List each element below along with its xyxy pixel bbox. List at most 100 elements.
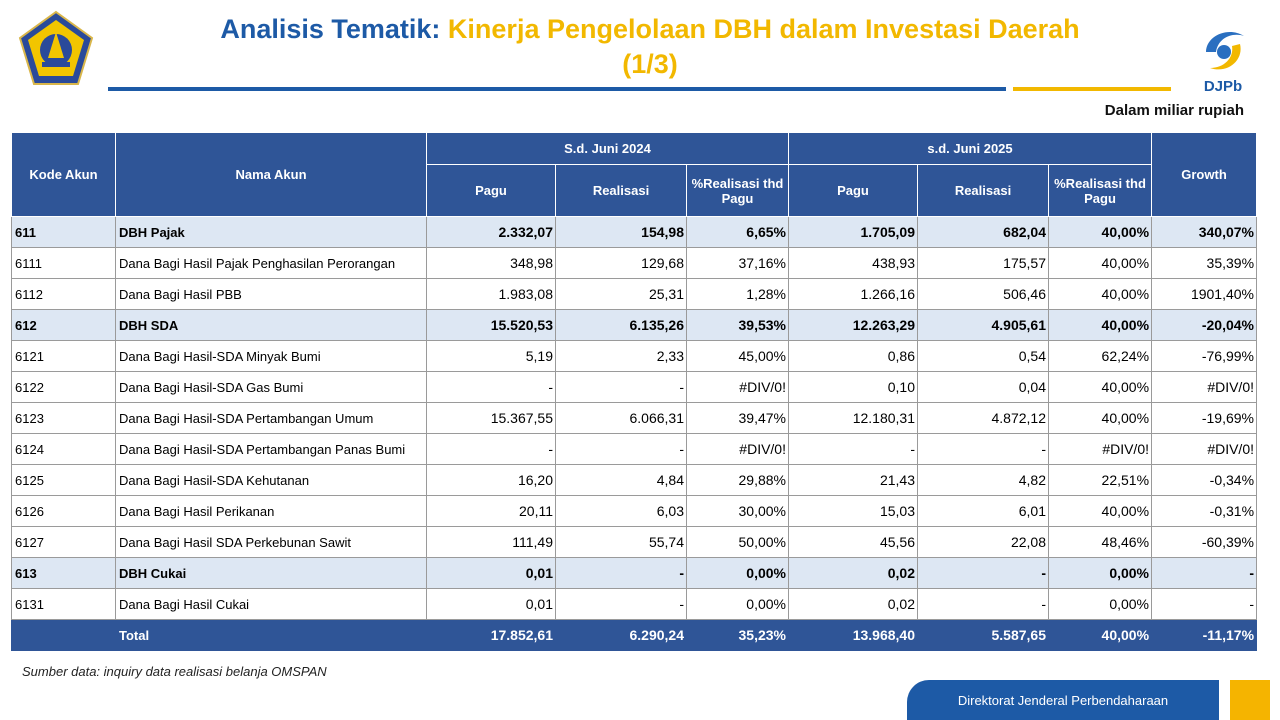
header-realisasi: Realisasi [555, 164, 687, 217]
dbh-table: Kode Akun Nama Akun S.d. Juni 2024 s.d. … [11, 132, 1258, 651]
cell-nama: DBH Pajak [115, 216, 427, 248]
cell-pagu-2024: - [426, 371, 556, 403]
cell-pct-2024: 29,88% [686, 464, 789, 496]
cell-growth: -76,99% [1151, 340, 1258, 372]
cell-nama: Total [115, 619, 427, 651]
header-period-2024: S.d. Juni 2024 [426, 132, 789, 165]
header-pct-realisasi: %Realisasi thd Pagu [686, 164, 789, 217]
cell-nama: Dana Bagi Hasil Perikanan [115, 495, 427, 527]
cell-nama: Dana Bagi Hasil-SDA Pertambangan Umum [115, 402, 427, 434]
cell-realisasi-2024: 6.290,24 [555, 619, 687, 651]
cell-nama: Dana Bagi Hasil Cukai [115, 588, 427, 620]
cell-pagu-2025: 438,93 [788, 247, 918, 279]
cell-pagu-2025: 15,03 [788, 495, 918, 527]
cell-growth: 340,07% [1151, 216, 1258, 248]
cell-realisasi-2025: - [917, 557, 1049, 589]
footer-accent [1230, 680, 1270, 720]
cell-nama: Dana Bagi Hasil-SDA Pertambangan Panas B… [115, 433, 427, 465]
cell-pct-2025: 40,00% [1047, 495, 1153, 527]
cell-pct-2024: 0,00% [686, 557, 789, 589]
cell-pct-2025: 40,00% [1047, 216, 1153, 248]
cell-pagu-2025: 1.705,09 [788, 216, 918, 248]
cell-realisasi-2024: 55,74 [555, 526, 687, 558]
cell-pagu-2025: 0,86 [788, 340, 918, 372]
table-row: 6121 Dana Bagi Hasil-SDA Minyak Bumi 5,19 2… [11, 340, 1258, 372]
cell-pagu-2025: 0,10 [788, 371, 918, 403]
cell-pagu-2024: - [426, 433, 556, 465]
table-row: 6122 Dana Bagi Hasil-SDA Gas Bumi - - #DIV/0… [11, 371, 1258, 403]
djpb-logo-text: DJPb [1204, 78, 1242, 95]
cell-realisasi-2024: - [555, 433, 687, 465]
table-row: 6123 Dana Bagi Hasil-SDA Pertambangan Umu… [11, 402, 1258, 434]
cell-realisasi-2024: 6.135,26 [555, 309, 687, 341]
cell-realisasi-2025: 5.587,65 [917, 619, 1049, 651]
cell-realisasi-2025: 6,01 [917, 495, 1049, 527]
table-row: 6131 Dana Bagi Hasil Cukai 0,01-0,00% 0,02-… [11, 588, 1258, 620]
cell-realisasi-2025: - [917, 588, 1049, 620]
cell-realisasi-2025: 0,54 [917, 340, 1049, 372]
cell-pct-2024: 30,00% [686, 495, 789, 527]
cell-kode: 611 [11, 216, 116, 248]
cell-kode: 6126 [11, 495, 116, 527]
header-period-2025: s.d. Juni 2025 [787, 132, 1153, 165]
header-pagu: Pagu [426, 164, 556, 217]
cell-realisasi-2025: 175,57 [917, 247, 1049, 279]
cell-kode: 6111 [11, 247, 116, 279]
cell-pagu-2024: 15.367,55 [426, 402, 556, 434]
group-row: 612 DBH SDA 15.520,53 6.135,26 39,53% 12.263,… [11, 309, 1258, 341]
table-row: 6124 Dana Bagi Hasil-SDA Pertambangan Pan… [11, 433, 1258, 465]
cell-realisasi-2024: 154,98 [555, 216, 687, 248]
header-growth: Growth [1151, 132, 1258, 217]
cell-nama: Dana Bagi Hasil-SDA Gas Bumi [115, 371, 427, 403]
cell-kode: 6122 [11, 371, 116, 403]
cell-growth: - [1151, 588, 1258, 620]
cell-pagu-2024: 15.520,53 [426, 309, 556, 341]
cell-pagu-2024: 17.852,61 [426, 619, 556, 651]
cell-growth: -19,69% [1151, 402, 1258, 434]
cell-pagu-2024: 5,19 [426, 340, 556, 372]
cell-realisasi-2024: 6,03 [555, 495, 687, 527]
cell-pagu-2025: 45,56 [788, 526, 918, 558]
cell-realisasi-2024: 25,31 [555, 278, 687, 310]
cell-pagu-2025: 13.968,40 [788, 619, 918, 651]
cell-growth: #DIV/0! [1151, 433, 1258, 465]
header-pagu: Pagu [788, 164, 918, 217]
cell-nama: Dana Bagi Hasil-SDA Minyak Bumi [115, 340, 427, 372]
cell-pct-2025: 40,00% [1047, 309, 1153, 341]
cell-realisasi-2025: 22,08 [917, 526, 1049, 558]
cell-realisasi-2025: 4.905,61 [917, 309, 1049, 341]
footer-text: Direktorat Jenderal Perbendaharaan [957, 692, 1169, 708]
cell-pct-2025: 40,00% [1047, 619, 1153, 651]
cell-pct-2025: 0,00% [1047, 588, 1153, 620]
table-row: 6125 Dana Bagi Hasil-SDA Kehutanan 16,20 4,… [11, 464, 1258, 496]
cell-pct-2025: 62,24% [1047, 340, 1153, 372]
cell-growth: - [1151, 557, 1258, 589]
cell-realisasi-2024: 2,33 [555, 340, 687, 372]
cell-realisasi-2024: 4,84 [555, 464, 687, 496]
cell-pagu-2024: 0,01 [426, 557, 556, 589]
cell-pagu-2025: - [788, 433, 918, 465]
cell-pct-2024: 39,53% [686, 309, 789, 341]
cell-nama: Dana Bagi Hasil PBB [115, 278, 427, 310]
cell-kode: 6131 [11, 588, 116, 620]
cell-growth: -11,17% [1151, 619, 1258, 651]
cell-realisasi-2025: 682,04 [917, 216, 1049, 248]
cell-pagu-2025: 1.266,16 [788, 278, 918, 310]
group-row: 611 DBH Pajak 2.332,07 154,98 6,65% 1.705,09 6… [11, 216, 1258, 248]
cell-realisasi-2025: - [917, 433, 1049, 465]
cell-nama: Dana Bagi Hasil Pajak Penghasilan Perora… [115, 247, 427, 279]
cell-pct-2024: 45,00% [686, 340, 789, 372]
group-row: 613 DBH Cukai 0,01-0,00% 0,02-0,00% - [11, 557, 1258, 589]
cell-pct-2025: #DIV/0! [1047, 433, 1153, 465]
cell-kode: 6125 [11, 464, 116, 496]
header-kode-akun: Kode Akun [11, 132, 116, 217]
table-row: 6112 Dana Bagi Hasil PBB 1.983,08 25,31 1,28… [11, 278, 1258, 310]
title-rule-gold [1013, 87, 1171, 91]
cell-pct-2024: 0,00% [686, 588, 789, 620]
cell-pagu-2025: 0,02 [788, 588, 918, 620]
title-main: Kinerja Pengelolaan DBH dalam Investasi … [447, 14, 1080, 44]
cell-realisasi-2024: - [555, 557, 687, 589]
footer-bar: Direktorat Jenderal Perbendaharaan [907, 680, 1219, 720]
cell-pct-2024: 39,47% [686, 402, 789, 434]
cell-pct-2024: #DIV/0! [686, 433, 789, 465]
